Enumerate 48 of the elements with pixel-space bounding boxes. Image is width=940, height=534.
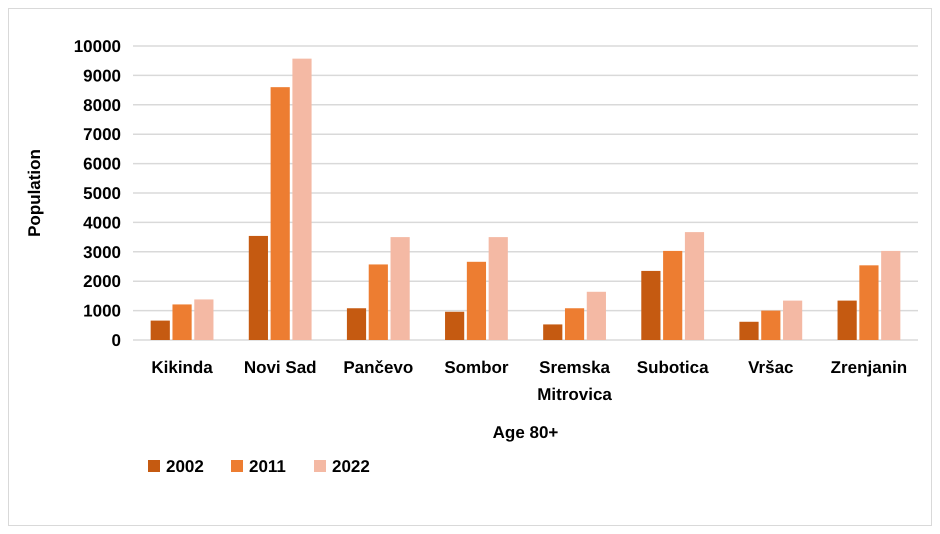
- bar: [859, 265, 879, 340]
- y-tick-label: 9000: [83, 66, 121, 86]
- x-tick-label: Zrenjanin: [830, 358, 908, 377]
- y-tick-label: 5000: [83, 184, 121, 203]
- bar: [881, 250, 900, 340]
- y-tick-label: 6000: [83, 154, 121, 174]
- bar: [150, 320, 170, 340]
- y-tick-label: 4000: [83, 213, 121, 232]
- bar: [564, 308, 584, 340]
- x-tick-label: Subotica: [636, 358, 710, 377]
- bar: [641, 270, 660, 340]
- bar: [368, 264, 388, 340]
- bar: [466, 262, 486, 340]
- x-tick-label: Novi Sad: [244, 358, 317, 377]
- y-tick-label: 3000: [83, 242, 121, 262]
- legend-label: 2011: [249, 456, 286, 476]
- x-tick-label: Pančevo: [343, 358, 414, 377]
- bar: [663, 250, 682, 340]
- legend-label: 2022: [332, 456, 370, 476]
- bar: [783, 300, 802, 340]
- bar: [838, 300, 857, 340]
- y-tick-label: 10000: [74, 36, 121, 56]
- legend-label: 2002: [166, 456, 204, 476]
- bar: [346, 308, 366, 340]
- bar: [445, 312, 464, 340]
- bar: [194, 299, 214, 340]
- bar: [684, 232, 704, 340]
- bar: [586, 292, 606, 340]
- bar: [761, 310, 780, 340]
- bar: [248, 236, 268, 340]
- x-axis-title: Age 80+: [492, 423, 558, 442]
- bar: [739, 322, 759, 340]
- bar: [488, 237, 508, 340]
- y-tick-label: 1000: [83, 302, 121, 321]
- x-tick-label: Sremska Mitrovica: [537, 358, 612, 404]
- bar: [270, 87, 290, 340]
- bar: [543, 324, 562, 340]
- x-tick-label: Kikinda: [151, 358, 214, 377]
- y-tick-label: 8000: [83, 96, 121, 115]
- y-tick-label: 7000: [83, 125, 121, 144]
- y-tick-label: 2000: [83, 272, 121, 292]
- bar: [292, 58, 312, 340]
- bar: [390, 237, 410, 340]
- x-tick-label: Vršac: [748, 358, 794, 377]
- bar: [172, 304, 192, 340]
- y-axis-title: Population: [25, 149, 44, 237]
- y-tick-label: 0: [112, 330, 121, 350]
- x-tick-label: Sombor: [444, 358, 509, 377]
